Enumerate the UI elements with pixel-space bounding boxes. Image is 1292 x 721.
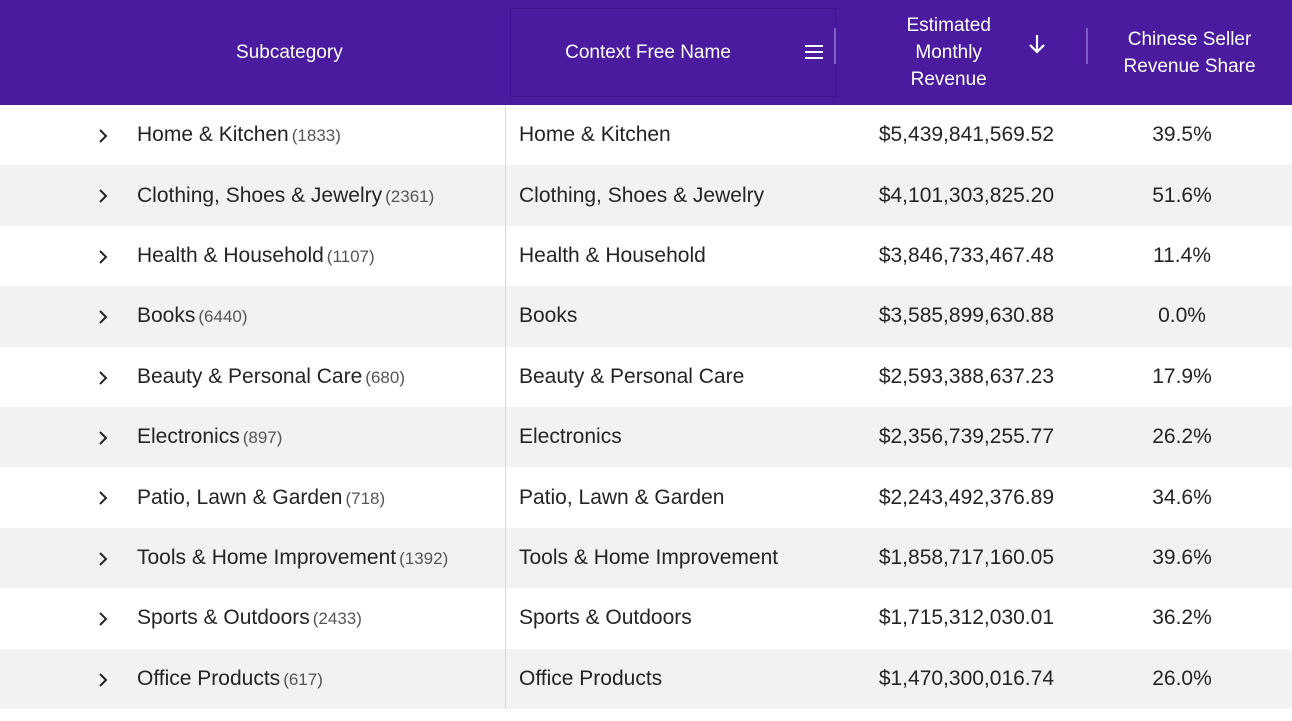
column-header-label-line: Estimated (906, 15, 991, 36)
table-body: Home & Kitchen (1833) Home & Kitchen $5,4… (0, 105, 1292, 709)
cell-subcategory: Health & Household (1107) (0, 225, 506, 287)
cell-context-free-name: Sports & Outdoors (519, 606, 692, 630)
chevron-right-icon[interactable] (96, 187, 110, 205)
column-header-estimated-monthly-revenue[interactable]: Estimated Monthly Revenue (836, 0, 1087, 105)
cell-context-free-name: Home & Kitchen (519, 123, 671, 147)
column-header-label-line: Revenue (910, 69, 987, 90)
cell-chinese-seller-revenue-share: 26.2% (1152, 425, 1212, 449)
subcategory-count: (6440) (198, 307, 248, 327)
column-divider[interactable] (1086, 28, 1088, 64)
table-row[interactable]: Office Products (617) Office Products $1,… (0, 648, 1292, 709)
cell-chinese-seller-revenue-share: 17.9% (1152, 364, 1212, 388)
table-row[interactable]: Books (6440) Books $3,585,899,630.88 0.0% (0, 286, 1292, 347)
column-header-label: Subcategory (236, 42, 343, 63)
subcategory-name: Patio, Lawn & Garden (718) (137, 485, 386, 509)
subcategory-count: (617) (283, 669, 323, 689)
cell-context-free-name: Beauty & Personal Care (519, 364, 745, 388)
chevron-right-icon[interactable] (96, 550, 110, 568)
cell-context-free-name: Tools & Home Improvement (519, 545, 779, 569)
cell-context-free-name: Health & Household (519, 243, 706, 267)
cell-estimated-monthly-revenue: $1,858,717,160.05 (878, 545, 1054, 569)
subcategory-name: Sports & Outdoors (2433) (137, 606, 362, 630)
subcategory-count: (1833) (291, 126, 341, 146)
cell-estimated-monthly-revenue: $1,715,312,030.01 (878, 606, 1054, 630)
cell-subcategory: Sports & Outdoors (2433) (0, 588, 506, 649)
chevron-right-icon[interactable] (96, 127, 110, 145)
chevron-right-icon[interactable] (96, 610, 110, 628)
cell-subcategory: Books (6440) (0, 286, 506, 347)
cell-chinese-seller-revenue-share: 34.6% (1152, 485, 1212, 509)
cell-chinese-seller-revenue-share: 11.4% (1153, 243, 1211, 267)
chevron-right-icon[interactable] (96, 369, 110, 387)
cell-chinese-seller-revenue-share: 39.5% (1152, 123, 1212, 147)
subcategory-name: Tools & Home Improvement (1392) (137, 545, 449, 569)
cell-estimated-monthly-revenue: $3,846,733,467.48 (878, 243, 1054, 267)
subcategory-count: (2433) (312, 609, 362, 629)
cell-chinese-seller-revenue-share: 36.2% (1152, 606, 1212, 630)
chevron-right-icon[interactable] (96, 489, 110, 507)
table-row[interactable]: Health & Household (1107) Health & Househ… (0, 225, 1292, 287)
cell-subcategory: Office Products (617) (0, 648, 506, 709)
cell-estimated-monthly-revenue: $1,470,300,016.74 (878, 666, 1054, 690)
cell-subcategory: Beauty & Personal Care (680) (0, 346, 506, 407)
cell-estimated-monthly-revenue: $2,593,388,637.23 (878, 364, 1054, 388)
cell-estimated-monthly-revenue: $2,243,492,376.89 (878, 485, 1054, 509)
cell-subcategory: Clothing, Shoes & Jewelry (2361) (0, 165, 506, 226)
cell-context-free-name: Patio, Lawn & Garden (519, 485, 725, 509)
subcategory-name: Office Products (617) (137, 666, 323, 690)
chevron-right-icon[interactable] (96, 671, 110, 689)
hamburger-menu-icon[interactable] (805, 45, 824, 61)
table-row[interactable]: Home & Kitchen (1833) Home & Kitchen $5,4… (0, 105, 1292, 166)
subcategory-name: Books (6440) (137, 304, 248, 328)
cell-estimated-monthly-revenue: $5,439,841,569.52 (878, 123, 1054, 147)
subcategory-count: (2361) (385, 186, 435, 206)
column-header-label: Context Free Name (565, 42, 731, 63)
table-row[interactable]: Patio, Lawn & Garden (718) Patio, Lawn & … (0, 467, 1292, 528)
subcategory-count: (1107) (326, 246, 375, 266)
column-header-label-line: Chinese Seller (1127, 28, 1252, 50)
subcategory-name: Beauty & Personal Care (680) (137, 364, 405, 388)
column-header-label-line: Revenue Share (1123, 55, 1256, 77)
column-header-label-line: Monthly (915, 42, 982, 63)
subcategory-count: (897) (242, 428, 283, 448)
cell-context-free-name: Clothing, Shoes & Jewelry (519, 183, 765, 207)
table-row[interactable]: Tools & Home Improvement (1392) Tools & H… (0, 527, 1292, 589)
subcategory-name: Health & Household (1107) (137, 243, 375, 267)
cell-estimated-monthly-revenue: $4,101,303,825.20 (878, 183, 1054, 207)
table-row[interactable]: Sports & Outdoors (2433) Sports & Outdoor… (0, 588, 1292, 649)
subcategory-name: Clothing, Shoes & Jewelry (2361) (137, 183, 435, 207)
subcategory-name: Electronics (897) (137, 425, 283, 449)
cell-context-free-name: Electronics (519, 425, 622, 449)
cell-subcategory: Home & Kitchen (1833) (0, 105, 506, 166)
column-header-context-free-name[interactable]: Context Free Name (509, 8, 837, 97)
cell-subcategory: Electronics (897) (0, 406, 506, 468)
cell-estimated-monthly-revenue: $2,356,739,255.77 (878, 425, 1054, 449)
cell-subcategory: Tools & Home Improvement (1392) (0, 527, 506, 589)
cell-context-free-name: Office Products (519, 666, 663, 690)
table-row[interactable]: Beauty & Personal Care (680) Beauty & Per… (0, 346, 1292, 407)
cell-chinese-seller-revenue-share: 0.0% (1158, 304, 1206, 328)
chevron-right-icon[interactable] (96, 248, 110, 266)
cell-subcategory: Patio, Lawn & Garden (718) (0, 467, 506, 528)
column-divider[interactable] (834, 28, 836, 64)
column-header-subcategory[interactable]: Subcategory (0, 0, 504, 105)
subcategory-count: (718) (345, 488, 386, 508)
cell-chinese-seller-revenue-share: 26.0% (1152, 666, 1212, 690)
subcategory-count: (1392) (399, 548, 449, 568)
subcategory-name: Home & Kitchen (1833) (137, 123, 341, 147)
chevron-right-icon[interactable] (96, 429, 110, 447)
cell-estimated-monthly-revenue: $3,585,899,630.88 (878, 304, 1054, 328)
table-header: Subcategory Context Free Name Estimated … (0, 0, 1292, 105)
column-header-chinese-seller-revenue-share[interactable]: Chinese Seller Revenue Share (1087, 0, 1292, 105)
cell-chinese-seller-revenue-share: 39.6% (1152, 545, 1212, 569)
cell-chinese-seller-revenue-share: 51.6% (1152, 183, 1212, 207)
subcategory-count: (680) (365, 367, 405, 387)
table-row[interactable]: Clothing, Shoes & Jewelry (2361) Clothing… (0, 165, 1292, 226)
table-row[interactable]: Electronics (897) Electronics $2,356,739,… (0, 406, 1292, 468)
cell-context-free-name: Books (519, 304, 578, 328)
arrow-down-icon[interactable] (1027, 32, 1047, 56)
chevron-right-icon[interactable] (96, 308, 110, 326)
